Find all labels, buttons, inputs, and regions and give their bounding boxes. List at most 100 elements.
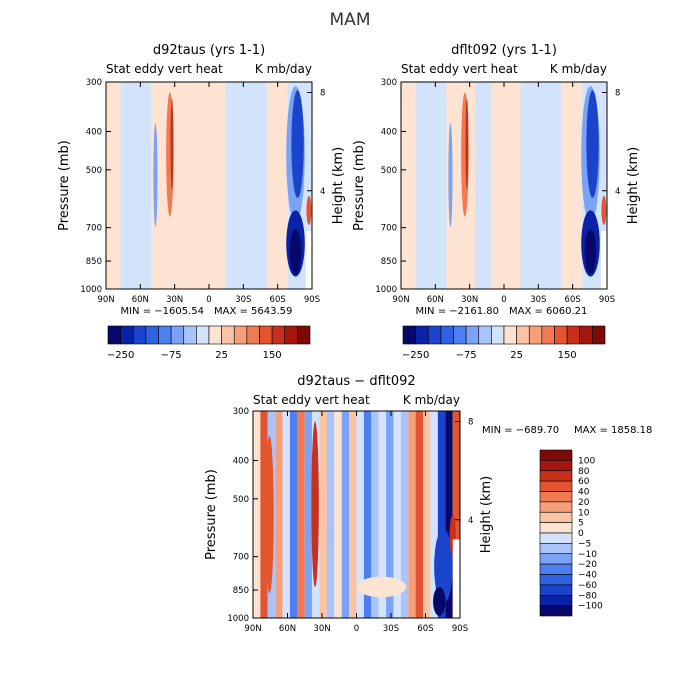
field-feature <box>448 123 453 227</box>
panel-subtitle-left: Stat eddy vert heat <box>106 62 223 76</box>
y-tick-label: 400 <box>233 456 249 466</box>
colorbar-swatch <box>259 325 273 345</box>
y-tick-label: 850 <box>233 586 249 596</box>
colorbar-swatch <box>566 325 581 345</box>
field-mask <box>600 231 607 289</box>
field-feature <box>433 586 446 616</box>
field-feature <box>434 528 453 604</box>
colorbar-swatch <box>196 325 210 345</box>
colorbar-label: −80 <box>578 591 597 601</box>
colorbar-swatch <box>528 325 543 345</box>
colorbar-label: −5 <box>578 539 591 549</box>
colorbar-swatch <box>132 325 147 345</box>
y2-tick-label: 8 <box>615 89 620 99</box>
field-band <box>363 411 372 618</box>
field-feature <box>311 421 319 587</box>
x-tick-label: 90S <box>304 295 320 305</box>
y-tick-label: 400 <box>381 127 397 137</box>
panel-3: d92taus − dflt092 Stat eddy vert heat K mb… <box>204 374 652 634</box>
field-band <box>437 411 446 618</box>
field <box>106 82 312 289</box>
panel-subtitle-right: K mb/day <box>403 393 460 407</box>
y-tick-label: 700 <box>233 553 249 563</box>
field-band <box>415 82 447 289</box>
field-band <box>106 82 121 289</box>
panel-subtitle-right: K mb/day <box>255 62 312 76</box>
field-band <box>334 411 342 618</box>
panel-subtitle-right: K mb/day <box>550 62 607 76</box>
colorbar-label: 40 <box>578 488 590 498</box>
x-tick-label: 60S <box>417 624 433 634</box>
field-band <box>120 82 152 289</box>
y2-axis-title: Height (km) <box>331 147 346 224</box>
field-band <box>266 82 288 289</box>
colorbar-label: −100 <box>578 602 603 612</box>
field-band <box>289 411 298 618</box>
colorbar-swatch <box>120 325 134 345</box>
colorbar-swatch <box>208 325 222 345</box>
colorbar-swatch <box>145 325 159 345</box>
colorbar-swatch <box>592 325 606 345</box>
y2-axis-title: Height (km) <box>479 476 494 553</box>
x-tick-label: 0 <box>354 624 359 634</box>
y-axis-title: Pressure (mb) <box>352 140 367 231</box>
season-title: MAM <box>329 10 371 30</box>
field-mask <box>305 231 312 289</box>
x-tick-label: 90S <box>599 295 615 305</box>
y-tick-label: 300 <box>86 78 102 88</box>
field-band <box>430 411 438 618</box>
y2-tick-label: 4 <box>615 187 620 197</box>
panel-title: d92taus − dflt092 <box>297 374 415 389</box>
colorbar-swatch <box>539 522 573 534</box>
colorbar-swatch <box>440 325 454 345</box>
field-band <box>180 82 209 289</box>
colorbar-swatch <box>539 470 573 482</box>
field-band <box>326 411 335 618</box>
colorbar-swatch <box>554 325 568 345</box>
y2-axis-title: Height (km) <box>626 147 641 224</box>
x-tick-label: 90N <box>97 295 114 305</box>
max-text: MAX = 6060.21 <box>509 306 587 317</box>
colorbar-swatch <box>221 325 235 345</box>
field-feature <box>153 123 158 227</box>
colorbar-swatch <box>427 325 442 345</box>
x-tick-label: 0 <box>206 295 211 305</box>
colorbar-swatch <box>158 325 172 345</box>
colorbar-label: −20 <box>578 560 597 570</box>
field-band <box>209 82 226 289</box>
x-tick-label: 30S <box>530 295 546 305</box>
field-band <box>260 411 268 618</box>
y-tick-label: 1000 <box>375 285 397 295</box>
field-band <box>378 411 387 618</box>
field-band <box>504 82 521 289</box>
panel-subtitle-left: Stat eddy vert heat <box>401 62 518 76</box>
field-band <box>445 411 453 618</box>
colorbar-label: −10 <box>578 550 597 560</box>
field-band <box>297 411 305 618</box>
panel-title: dflt092 (yrs 1-1) <box>451 43 557 58</box>
field-band <box>423 411 431 618</box>
panel-subtitle-left: Stat eddy vert heat <box>253 393 370 407</box>
colorbar-swatch <box>170 325 185 345</box>
max-text: MAX = 5643.59 <box>214 306 292 317</box>
y-tick-label: 300 <box>381 78 397 88</box>
y-tick-label: 1000 <box>80 285 102 295</box>
y-tick-label: 500 <box>381 166 397 176</box>
field-feature <box>306 195 312 225</box>
y2-tick-label: 4 <box>320 187 325 197</box>
panel-2: dflt092 (yrs 1-1) Stat eddy vert heat K mb… <box>352 43 641 361</box>
field-feature <box>584 228 597 275</box>
colorbar-swatch <box>539 584 573 596</box>
y-tick-label: 1000 <box>227 614 249 624</box>
field-band <box>452 411 460 618</box>
colorbar-swatch <box>246 325 260 345</box>
colorbar-swatch <box>271 325 286 345</box>
x-tick-label: 60S <box>565 295 581 305</box>
field-band <box>225 82 267 289</box>
field-band <box>356 411 364 618</box>
field-band <box>415 411 424 618</box>
y-tick-label: 850 <box>86 257 102 267</box>
field-band <box>401 82 416 289</box>
